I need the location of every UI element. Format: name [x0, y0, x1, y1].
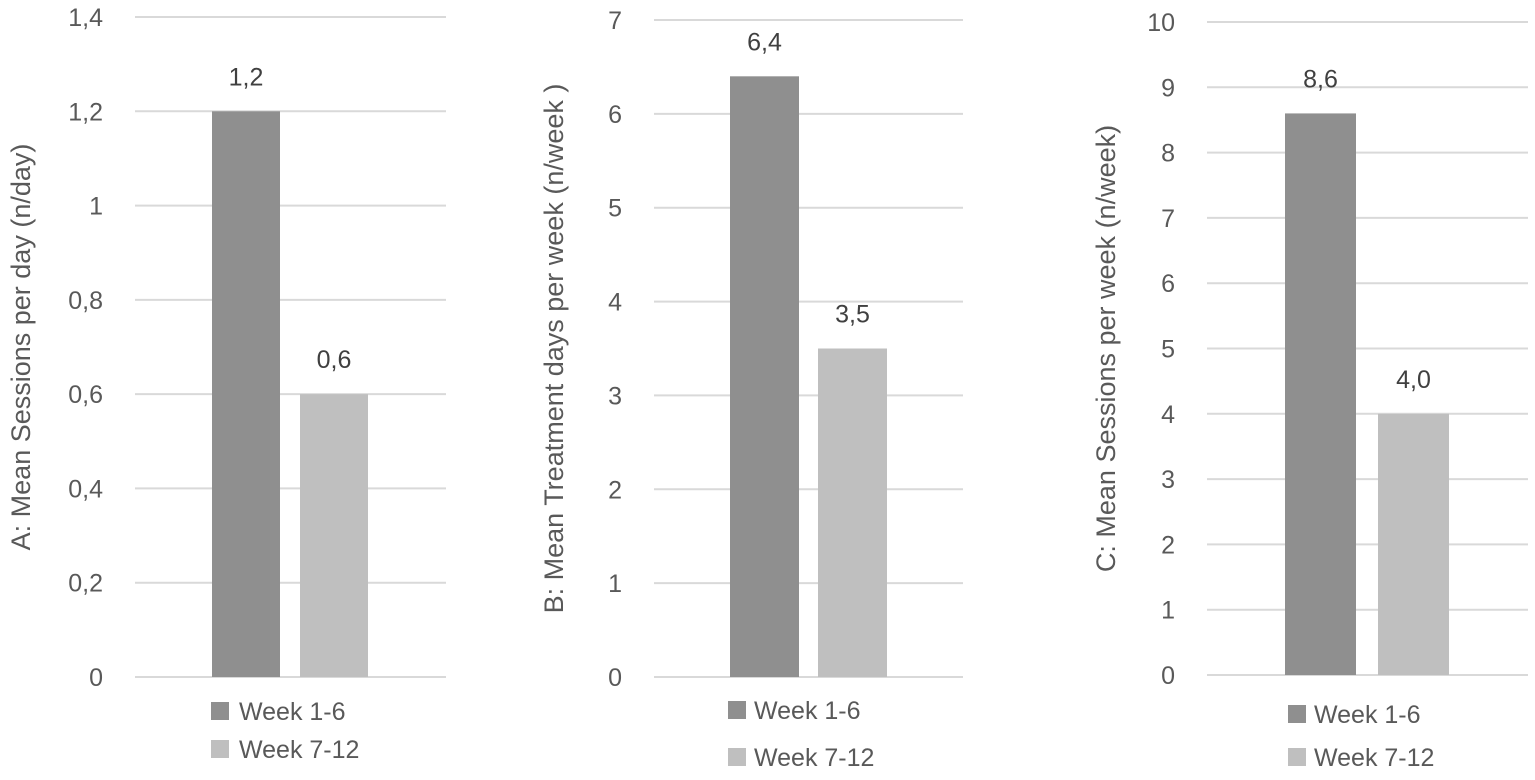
- chart-panel-a: 0 0,2 0,4 0,6 0,8 1 1,2 1,4 1,2 0,6 A: Mean Sessio…: [6, 4, 446, 764]
- y-tick-label: 2: [1161, 531, 1175, 559]
- legend-swatch: [728, 748, 746, 766]
- y-tick-label: 6: [1161, 270, 1175, 298]
- legend-swatch: [211, 740, 229, 758]
- y-axis-title: C: Mean Sessions per week (n/week): [1091, 125, 1121, 572]
- y-tick-label: 0,8: [68, 287, 103, 315]
- y-tick-label: 6: [608, 101, 622, 129]
- y-tick-label: 1: [89, 193, 103, 221]
- y-tick-label: 1,4: [68, 4, 103, 32]
- y-tick-label: 0,2: [68, 570, 103, 598]
- legend-label: Week 7-12: [754, 744, 874, 772]
- legend-swatch: [1288, 705, 1306, 723]
- y-tick-label: 7: [1161, 205, 1175, 233]
- y-tick-label: 1: [608, 570, 622, 598]
- legend-swatch: [211, 702, 229, 720]
- y-axis-title: A: Mean Sessions per day (n/day): [6, 144, 36, 551]
- data-label: 4,0: [1396, 366, 1431, 394]
- y-tick-label: 7: [608, 7, 622, 35]
- y-tick-label: 0: [1161, 662, 1175, 690]
- bar-week-1-6: [730, 76, 799, 678]
- y-tick-label: 8: [1161, 140, 1175, 168]
- chart-panel-b: 0 1 2 3 4 5 6 7 6,4 3,5 B: Mean Treatment days per…: [539, 7, 963, 772]
- y-tick-label: 5: [608, 195, 622, 223]
- data-label: 1,2: [229, 63, 264, 91]
- bar-week-1-6: [212, 111, 280, 678]
- y-tick-label: 4: [608, 289, 622, 317]
- legend-label: Week 1-6: [239, 698, 346, 726]
- y-tick-label: 0: [89, 664, 103, 692]
- y-tick-label: 4: [1161, 401, 1175, 429]
- y-tick-label: 0,4: [68, 475, 103, 503]
- bar-week-7-12: [300, 394, 368, 677]
- y-tick-label: 0: [608, 664, 622, 692]
- data-label: 3,5: [835, 301, 870, 329]
- y-tick-label: 0,6: [68, 381, 103, 409]
- chart-panel-c: 0 1 2 3 4 5 6 7 8 9 10 8,6 4,0 C: Mean Sessions per w…: [1091, 9, 1528, 772]
- y-tick-label: 3: [1161, 466, 1175, 494]
- y-tick-label: 9: [1161, 74, 1175, 102]
- data-label: 0,6: [317, 346, 352, 374]
- y-tick-label: 1,2: [68, 98, 103, 126]
- y-tick-label: 2: [608, 476, 622, 504]
- legend-swatch: [728, 701, 746, 719]
- bar-week-7-12: [818, 348, 887, 677]
- y-tick-label: 10: [1147, 9, 1175, 37]
- legend-swatch: [1288, 748, 1306, 766]
- data-label: 8,6: [1303, 65, 1338, 93]
- y-tick-label: 5: [1161, 336, 1175, 364]
- bar-week-1-6: [1285, 113, 1356, 676]
- bar-week-7-12: [1378, 413, 1449, 675]
- y-tick-label: 3: [608, 382, 622, 410]
- legend-label: Week 1-6: [754, 697, 861, 725]
- y-tick-label: 1: [1161, 597, 1175, 625]
- data-label: 6,4: [747, 28, 782, 56]
- legend-label: Week 1-6: [1314, 701, 1421, 729]
- legend-label: Week 7-12: [239, 736, 359, 764]
- legend-label: Week 7-12: [1314, 744, 1434, 772]
- y-axis-title: B: Mean Treatment days per week (n/week …: [539, 84, 569, 614]
